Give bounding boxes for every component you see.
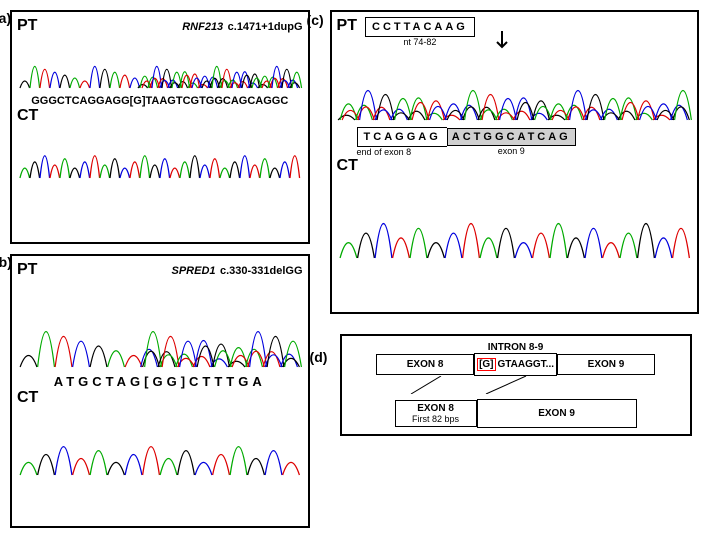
panel-a-gene-variant: RNF213 c.1471+1dupG [182, 17, 302, 35]
panel-a: (a) PT RNF213 c.1471+1dupG GGGCTCAGGAGG[… [10, 10, 310, 244]
figure-container: (a) PT RNF213 c.1471+1dupG GGGCTCAGGAGG[… [10, 10, 699, 528]
panel-c-box1-label: nt 74-82 [365, 37, 475, 47]
panel-c-box2-right: ACTGGCATCAG [447, 128, 576, 146]
panel-b-pt: PT [17, 261, 37, 279]
insert-box: [G] GTAAGGT... [474, 353, 557, 376]
panel-b-gene: SPRED1 [172, 265, 216, 277]
splice-lines [346, 376, 686, 394]
exon9-big-box: EXON 9 [477, 399, 637, 428]
insert-g: [G] [477, 358, 495, 371]
panel-b-variant: c.330-331delGG [220, 265, 303, 277]
panel-d: (d) INTRON 8-9 EXON 8 [G] GTAAGGT... EXO… [330, 334, 699, 454]
panel-a-ct-trace [17, 125, 303, 180]
panel-b-sequence: ATGCTAG[GG]CTTTGA [17, 374, 303, 389]
panel-c-label: (c) [307, 12, 324, 28]
exon8-first-box: EXON 8 First 82 bps [395, 400, 477, 427]
panel-a-gene: RNF213 [182, 21, 223, 33]
exon-row-top: EXON 8 [G] GTAAGGT... EXON 9 [346, 353, 686, 376]
panel-a-sequence: GGGCTCAGGAGG[G]TAAGTCGTGGCAGCAGGC [17, 95, 303, 107]
panel-b-ct-trace [17, 407, 303, 477]
panel-a-variant: c.1471+1dupG [228, 21, 303, 33]
panel-a-ct: CT [17, 107, 303, 125]
panel-c-box2-group: TCAGGAG end of exon 8 ACTGGCATCAG exon 9 [357, 127, 692, 157]
exon8-box: EXON 8 [376, 354, 474, 375]
panel-c-box1-seq: CCTTACAAG [365, 17, 475, 37]
panel-a-pt-trace [17, 35, 303, 90]
exon8-first-text: EXON 8 [400, 403, 472, 414]
panel-b-pt-trace [17, 279, 303, 369]
panel-c: (c) PT CCTTACAAG nt 74-82 TCAGGAG end of… [330, 10, 699, 314]
exon-row-bottom: EXON 8 First 82 bps EXON 9 [346, 399, 686, 428]
panel-b-label: (b) [0, 254, 12, 270]
panel-c-box2-right-label: exon 9 [447, 146, 576, 156]
panel-b-gene-variant: SPRED1 c.330-331delGG [172, 261, 303, 279]
panel-c-ct: CT [337, 157, 692, 175]
exon9-box: EXON 9 [557, 354, 655, 375]
left-column: (a) PT RNF213 c.1471+1dupG GGGCTCAGGAGG[… [10, 10, 310, 528]
exon8-sub: First 82 bps [400, 414, 472, 424]
panel-d-intron: INTRON 8-9 [346, 342, 686, 353]
panel-d-label: (d) [310, 349, 328, 365]
right-column: (c) PT CCTTACAAG nt 74-82 TCAGGAG end of… [330, 10, 699, 528]
panel-c-pt: PT [337, 17, 357, 35]
panel-c-ct-trace [337, 175, 692, 260]
panel-a-label: (a) [0, 10, 11, 26]
panel-b-ct: CT [17, 389, 303, 407]
panel-c-box2-left-label: end of exon 8 [357, 147, 447, 157]
panel-c-box1-group: CCTTACAAG nt 74-82 [365, 17, 475, 47]
arrow-icon [492, 29, 512, 54]
panel-c-pt-trace [337, 47, 692, 122]
panel-c-box2-left: TCAGGAG [357, 127, 447, 147]
panel-b: (b) PT SPRED1 c.330-331delGG ATGCTAG[GG]… [10, 254, 310, 528]
intron-seq: GTAAGGT... [498, 359, 554, 370]
panel-a-pt: PT [17, 17, 37, 35]
